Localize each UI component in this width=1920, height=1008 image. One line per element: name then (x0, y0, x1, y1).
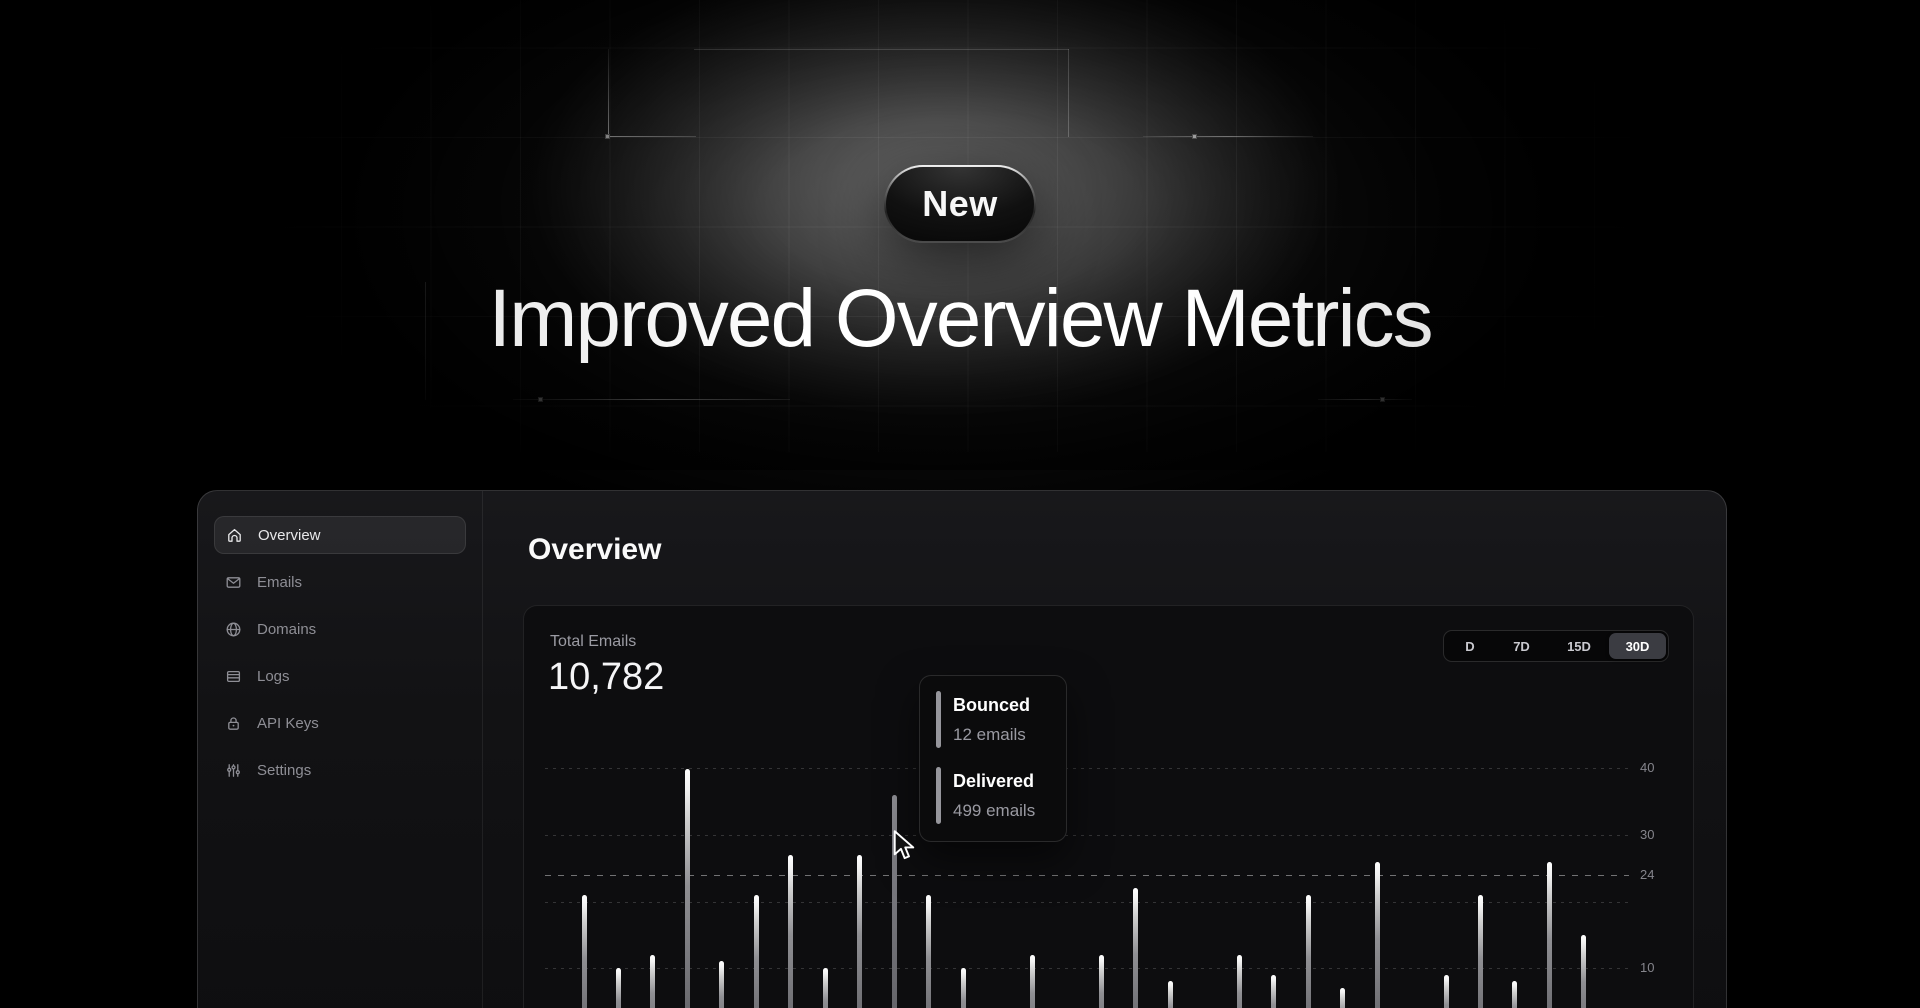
range-button-7d[interactable]: 7D (1513, 638, 1530, 654)
gridline-20 (545, 902, 1629, 903)
grid-node (1380, 397, 1385, 402)
gridline-40 (545, 768, 1629, 769)
chart-bar[interactable] (1271, 974, 1277, 1008)
sidebar-item-settings[interactable]: Settings (214, 751, 466, 789)
chart-bar[interactable] (684, 768, 690, 1008)
grid-accent-line (1068, 49, 1069, 137)
range-button-30d[interactable]: 30D (1609, 633, 1666, 659)
total-emails-card: Total Emails 10,782 D 7D 15D 30D 40 30 2… (523, 605, 1694, 1008)
chart-bar[interactable] (753, 894, 759, 1008)
sidebar-item-logs[interactable]: Logs (214, 657, 466, 695)
hero-glow (0, 0, 1920, 520)
chart-bar[interactable] (1581, 934, 1587, 1008)
chart-bar[interactable] (650, 954, 656, 1008)
home-icon (228, 528, 241, 542)
chart-bar[interactable] (1167, 981, 1173, 1008)
tooltip-series-bar (936, 691, 941, 748)
y-axis-tick: 10 (1640, 960, 1655, 975)
gridline-24-dashed (545, 875, 1629, 876)
grid-accent-line (513, 399, 790, 400)
y-axis-tick: 30 (1640, 827, 1655, 842)
sidebar-item-api-keys[interactable]: API Keys (214, 704, 466, 742)
logs-icon (226, 670, 241, 682)
range-button-15d[interactable]: 15D (1567, 638, 1591, 654)
tooltip-series-bar (936, 767, 941, 824)
chart-bar[interactable] (1477, 894, 1483, 1008)
grid-accent-line (1318, 399, 1412, 400)
page-title: Overview (528, 533, 662, 566)
chart-bar[interactable] (615, 968, 621, 1008)
sidebar-item-overview[interactable]: Overview (214, 516, 466, 554)
chart-bar[interactable] (1029, 954, 1035, 1008)
chart-tooltip: Bounced 12 emails Delivered 499 emails (919, 675, 1067, 842)
tooltip-title: Delivered (953, 771, 1035, 791)
gridline-10 (545, 968, 1629, 969)
hero-headline: Improved Overview Metrics (0, 272, 1920, 366)
sidebar-item-emails[interactable]: Emails (214, 563, 466, 601)
grid-node (538, 397, 543, 402)
chart-bar[interactable] (1374, 861, 1380, 1008)
y-axis-tick: 40 (1640, 760, 1655, 775)
sliders-icon (227, 763, 240, 777)
range-button-d[interactable]: D (1465, 638, 1475, 654)
tooltip-value: 12 emails (953, 725, 1026, 744)
chart-bar[interactable] (1236, 954, 1242, 1008)
new-badge-label: New (886, 167, 1034, 241)
new-badge: New (884, 165, 1036, 243)
mail-icon (226, 576, 241, 588)
chart-bar[interactable] (1098, 954, 1104, 1008)
sidebar-item-label: API Keys (257, 714, 319, 732)
chart-bar[interactable] (1443, 974, 1449, 1008)
tooltip-value: 499 emails (953, 801, 1036, 820)
chart-bar[interactable] (719, 961, 725, 1008)
grid-accent-line (608, 49, 609, 137)
chart-bar[interactable] (891, 795, 897, 1008)
metric-value: 10,782 (548, 656, 665, 698)
grid-accent-line (1143, 136, 1313, 137)
chart-bar[interactable] (1546, 861, 1552, 1008)
chart-bar[interactable] (1133, 888, 1139, 1008)
sidebar-item-label: Domains (257, 620, 317, 638)
globe-icon (226, 622, 241, 636)
chart-bar[interactable] (1305, 894, 1311, 1008)
chart-bar[interactable] (788, 854, 794, 1008)
time-range-segmented-control: D 7D 15D 30D (1443, 630, 1669, 662)
sidebar-item-label: Overview (258, 526, 321, 544)
chart-bar[interactable] (1512, 981, 1518, 1008)
grid-accent-line (608, 136, 696, 137)
chart-bar[interactable] (822, 968, 828, 1008)
metric-label: Total Emails (550, 633, 637, 650)
sidebar-item-label: Logs (257, 667, 290, 685)
chart-bar[interactable] (1340, 987, 1346, 1008)
chart-bar[interactable] (960, 968, 966, 1008)
tooltip-title: Bounced (953, 695, 1031, 715)
chart-bar[interactable] (857, 854, 863, 1008)
lock-icon (228, 716, 239, 730)
grid-node (1192, 134, 1197, 139)
tooltip-row-delivered: Delivered 499 emails (936, 767, 1050, 824)
dashboard-panel: Overview Emails Domains Logs API Keys Se… (197, 490, 1727, 1008)
sidebar-item-label: Emails (257, 573, 303, 591)
chart-bar[interactable] (926, 894, 932, 1008)
chart-bar[interactable] (581, 894, 587, 1008)
y-axis-tick: 24 (1640, 867, 1655, 882)
grid-accent-line (694, 49, 1069, 50)
tooltip-row-bounced: Bounced 12 emails (936, 691, 1050, 748)
sidebar-item-domains[interactable]: Domains (214, 610, 466, 648)
sidebar-item-label: Settings (257, 761, 312, 779)
sidebar: Overview Emails Domains Logs API Keys Se… (198, 491, 483, 1008)
gridline-30 (545, 835, 1629, 836)
grid-node (605, 134, 610, 139)
